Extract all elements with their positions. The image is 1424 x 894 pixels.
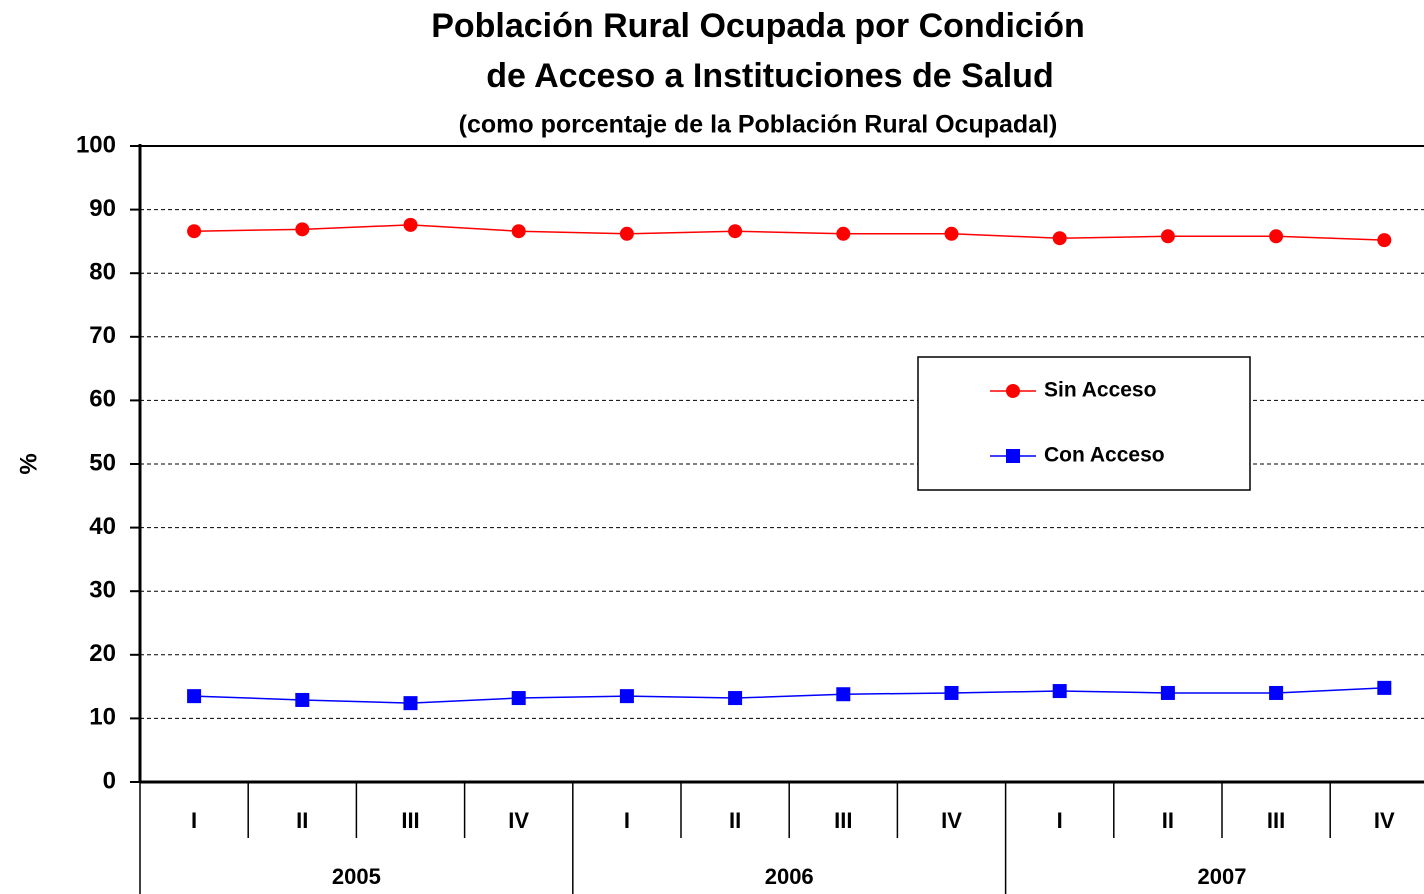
x-tick-label: I: [1057, 808, 1063, 833]
marker: [511, 691, 526, 706]
marker: [728, 224, 743, 239]
y-tick-label: 90: [89, 195, 116, 222]
y-tick-label: 20: [89, 640, 116, 667]
x-group-label: 2005: [332, 864, 381, 889]
legend-label: Sin Acceso: [1044, 379, 1156, 402]
marker: [836, 226, 851, 241]
x-tick-label: II: [296, 808, 308, 833]
y-tick-label: 100: [76, 131, 116, 158]
marker: [1269, 229, 1284, 244]
x-tick-label: IV: [941, 808, 962, 833]
marker: [1377, 233, 1392, 248]
y-tick-label: 70: [89, 322, 116, 349]
chart-title: Población Rural Ocupada por Condición: [431, 7, 1085, 45]
legend-label: Con Acceso: [1044, 444, 1165, 467]
y-tick-label: 10: [89, 704, 116, 731]
chart-subtitle: (como porcentaje de la Población Rural O…: [459, 111, 1058, 139]
marker: [619, 689, 634, 704]
legend-box: [917, 356, 1251, 491]
x-tick-label: IV: [508, 808, 529, 833]
marker: [1052, 231, 1067, 246]
y-tick-label: 30: [89, 577, 116, 604]
series-line: [194, 687, 1385, 704]
y-tick-label: 80: [89, 259, 116, 286]
marker: [1052, 684, 1067, 699]
x-tick-label: IV: [1374, 808, 1395, 833]
x-tick-label: III: [834, 808, 852, 833]
marker: [511, 224, 526, 239]
marker: [619, 226, 634, 241]
marker: [295, 692, 310, 707]
x-tick-label: III: [1267, 808, 1285, 833]
y-tick-label: 0: [103, 767, 116, 794]
marker: [187, 689, 202, 704]
marker: [944, 226, 959, 241]
series-line: [194, 224, 1385, 241]
marker: [1006, 384, 1020, 398]
marker: [836, 687, 851, 702]
y-tick-label: 40: [89, 513, 116, 540]
x-group-label: 2006: [765, 864, 814, 889]
marker: [1269, 685, 1284, 700]
marker: [728, 691, 743, 706]
marker: [403, 696, 418, 711]
marker: [187, 224, 202, 239]
marker: [1160, 685, 1175, 700]
x-tick-label: II: [729, 808, 741, 833]
x-tick-label: I: [191, 808, 197, 833]
marker: [295, 222, 310, 237]
x-group-label: 2007: [1198, 864, 1247, 889]
chart-title: de Acceso a Instituciones de Salud: [486, 57, 1053, 95]
x-tick-label: III: [401, 808, 419, 833]
marker: [1377, 680, 1392, 695]
marker: [944, 685, 959, 700]
marker: [1160, 229, 1175, 244]
marker: [1006, 449, 1020, 463]
marker: [403, 217, 418, 232]
x-tick-label: II: [1162, 808, 1174, 833]
y-axis-label: %: [15, 453, 42, 474]
y-tick-label: 60: [89, 386, 116, 413]
y-tick-label: 50: [89, 449, 116, 476]
x-tick-label: I: [624, 808, 630, 833]
